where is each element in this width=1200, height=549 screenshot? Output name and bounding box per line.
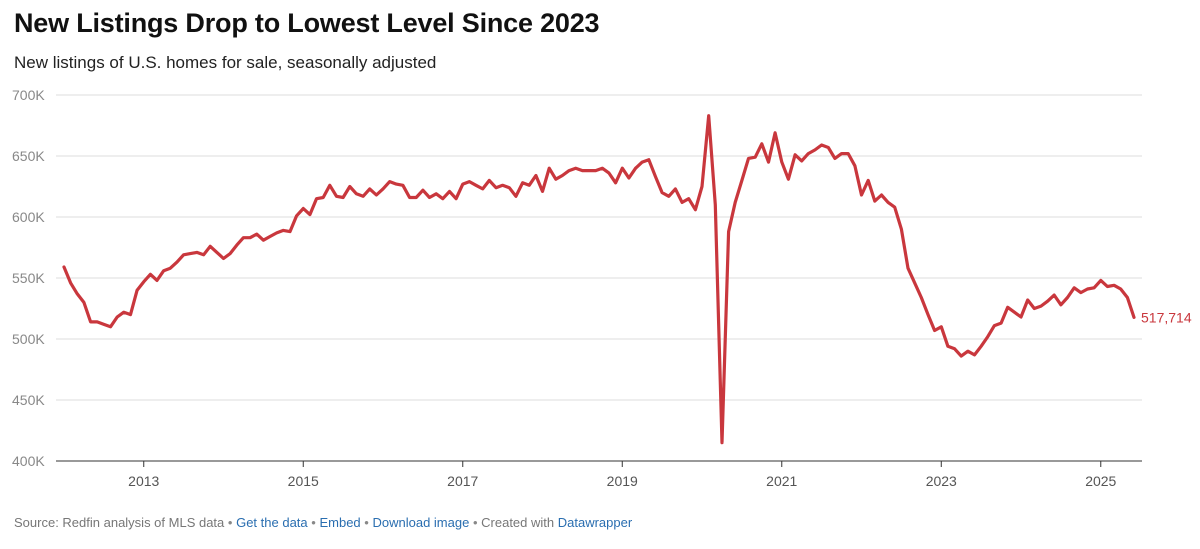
separator: •	[472, 515, 478, 530]
x-axis: 2013 2015 2017 2019 2021 2023 2025	[128, 461, 1117, 489]
y-tick-label: 550K	[12, 270, 45, 286]
get-data-link[interactable]: Get the data	[236, 515, 308, 530]
x-tick-label: 2025	[1085, 473, 1116, 489]
x-tick-label: 2019	[607, 473, 638, 489]
download-image-link[interactable]: Download image	[372, 515, 470, 530]
chart-subtitle: New listings of U.S. homes for sale, sea…	[14, 53, 437, 72]
datawrapper-link[interactable]: Datawrapper	[557, 515, 633, 530]
y-tick-label: 700K	[12, 87, 45, 103]
y-tick-label: 450K	[12, 392, 45, 408]
footer: Source: Redfin analysis of MLS data • Ge…	[14, 515, 632, 530]
embed-link[interactable]: Embed	[319, 515, 361, 530]
y-tick-label: 400K	[12, 453, 45, 469]
grid-lines	[56, 94, 1142, 462]
series-line	[62, 114, 1136, 445]
source-note: Source: Redfin analysis of MLS data	[14, 515, 225, 530]
x-tick-label: 2017	[447, 473, 478, 489]
created-with-text: Created with	[481, 515, 555, 530]
separator: •	[364, 515, 369, 530]
x-tick-label: 2015	[288, 473, 319, 489]
y-tick-label: 500K	[12, 331, 45, 347]
x-tick-label: 2013	[128, 473, 159, 489]
y-tick-label: 650K	[12, 148, 45, 164]
separator: •	[227, 515, 233, 530]
y-axis-tick-labels: 400K 450K 500K 550K 600K 650K 700K	[12, 87, 45, 469]
x-tick-label: 2021	[766, 473, 797, 489]
x-tick-label: 2023	[926, 473, 957, 489]
chart-title: New Listings Drop to Lowest Level Since …	[14, 8, 600, 38]
separator: •	[311, 515, 316, 530]
end-value-label: 517,714	[1141, 309, 1192, 325]
series-layer	[62, 114, 1136, 445]
y-tick-label: 600K	[12, 209, 45, 225]
